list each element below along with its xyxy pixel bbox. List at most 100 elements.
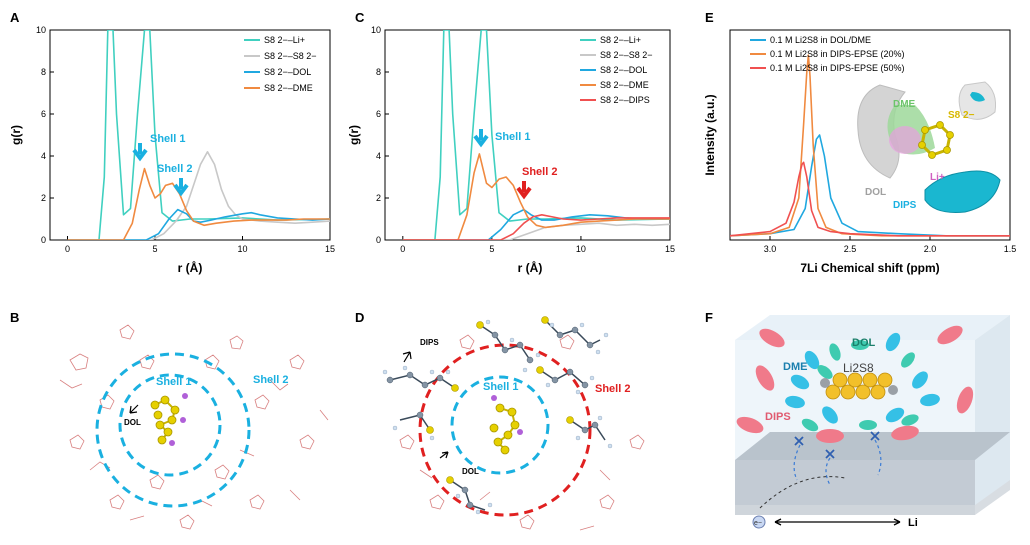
chart-a-ticks: 0 5 10 15 0 2 4 6 8 10 [36,25,335,254]
diagram-d-shell1-circle [450,375,550,475]
x-tick-label: 2.5 [844,244,857,254]
y-tick-label: 6 [376,109,381,119]
x-tick-label: 0 [65,244,70,254]
y-tick-label: 2 [376,193,381,203]
diagram-b-dol-label: DOL [124,418,141,427]
li-atom-right [888,385,898,395]
diagram-d-s8-molecule [489,403,520,455]
chart-a-frame [49,29,331,241]
box-front-face [735,340,975,510]
blocked-paths [793,439,882,486]
series-line-dme [67,167,330,240]
chart-e-frame [729,29,1011,241]
box-side-face [975,315,1010,510]
legend-label: S8 2−–S8 2− [264,51,317,61]
series-line-s8 [402,222,670,240]
legend-label: 0.1 M Li2S8 in DIPS-EPSE (20%) [770,49,905,59]
electrode-shadow [735,460,975,505]
legend-label: S8 2−–DIPS [600,95,650,105]
dips-cloud-small [970,92,985,102]
y-tick-label: 8 [376,67,381,77]
chart-e-legend: 0.1 M Li2S8 in DOL/DME 0.1 M Li2S8 in DIP… [750,35,905,73]
y-tick-label: 2 [41,193,46,203]
electron-path [759,476,846,509]
dips-label-f: DIPS [765,411,791,423]
compound-label-f: Li2S8 [843,361,874,375]
electron-circle [752,515,766,529]
dips-cloud-shape [924,170,1001,213]
x-tick-label: 1.5 [1004,244,1017,254]
chart-a-shell2-arrow [173,178,189,197]
chart-e-series [730,54,1010,237]
diagram-d-dips-molecules [382,316,613,515]
series-line-dips [730,161,1010,237]
diagram-d-shell1-label: Shell 1 [483,381,518,393]
chart-a-legend: S8 2−–Li+ S8 2−–S8 2− S8 2−–DOL S8 2−–DME [244,35,317,93]
x-tick-label: 3.0 [764,244,777,254]
diagram-d-dips-arrow [402,351,412,363]
chart-a-shell2-label: Shell 2 [157,163,192,175]
x-tick-label: 2.0 [924,244,937,254]
s8-atoms [918,121,954,159]
diagram-d-dips-label: DIPS [420,338,439,347]
chart-a-xlabel: r (Å) [178,260,203,275]
panel-label-b: B [10,310,19,325]
panel-label-a: A [10,10,20,25]
legend-label: 0.1 M Li2S8 in DOL/DME [770,35,871,45]
legend-label: S8 2−–Li+ [264,35,305,45]
diagram-b-li-ions [169,393,188,446]
inset-s8-label: S8 2− [948,110,975,121]
electrode-plate [735,505,975,515]
y-tick-label: 8 [41,67,46,77]
legend-label: S8 2−–DME [264,83,313,93]
chart-c-shell1-label: Shell 1 [495,131,530,143]
series-line-dme [402,153,670,240]
chart-e-ticks: 3.0 2.5 2.0 1.5 [764,236,1017,254]
panel-label-e: E [705,10,714,25]
diagram-d-shell2-circle [418,343,592,517]
dips-ellipses [736,325,974,443]
panel-label-f: F [705,310,713,325]
series-line-li [402,30,670,240]
panel-label-c: C [355,10,365,25]
series-line-dol [67,208,330,240]
diagram-d-solvent-molecules [399,334,645,531]
panel-label-d: D [355,310,364,325]
dol-label-f: DOL [852,337,876,349]
y-tick-label: 0 [41,235,46,245]
diagram-b-shell2-circle [95,352,251,508]
diagram-d-shell2-label: Shell 2 [595,383,630,395]
series-line-li [67,30,330,240]
chart-c-shell1-arrow [473,129,489,148]
li-label: Li [908,517,918,529]
dol-ellipses [801,340,919,432]
electron-label: e− [754,520,762,527]
chart-c-legend: S8 2−–Li+ S8 2−–S8 2− S8 2−–DOL S8 2−–DME S8… [580,35,653,105]
chart-a-ylabel: g(r) [9,125,23,145]
y-tick-label: 0 [376,235,381,245]
y-tick-label: 10 [36,25,46,35]
legend-label: S8 2−–Li+ [600,35,641,45]
legend-label: S8 2−–DME [600,80,649,90]
legend-label: 0.1 M Li2S8 in DIPS-EPSE (50%) [770,63,905,73]
diagram-d-dol-label: DOL [462,467,479,476]
electrode-top [735,432,1010,460]
li2s8-chain [820,372,898,400]
diagram-d-dol-arrow [439,451,449,459]
chart-c-shell2-arrow [516,181,532,200]
chart-c-ylabel: g(r) [347,125,361,145]
chart-a-shell1-arrow [132,143,148,162]
diagram-f: e− Li DOL DME DIPS Li2S8 [735,315,1010,529]
legend-label: S8 2−–DOL [600,65,647,75]
x-tick-label: 15 [665,244,675,254]
series-line-dips [402,214,670,240]
chart-c-frame [384,29,671,241]
diagram-b-dol-arrow [129,404,139,414]
dme-ellipses [785,332,940,424]
diagram-b-s8-molecule [150,395,180,445]
li-cloud-shape [889,126,921,154]
inset-dol-label: DOL [865,187,886,198]
